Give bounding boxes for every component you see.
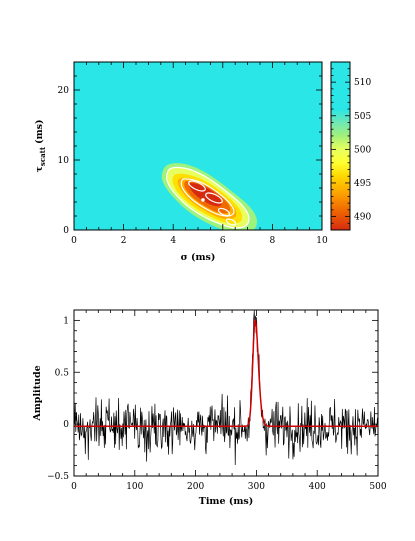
profile-tick-labels: 0 100 200 300 400 500−0.500.51 xyxy=(47,316,387,492)
profile-y-tick-label: 0.5 xyxy=(55,368,70,378)
heatmap-y-tick-label: 0 xyxy=(63,226,69,236)
heatmap-x-tick-label: 8 xyxy=(270,236,276,246)
profile-x-tick-label: 400 xyxy=(309,482,326,492)
heatmap-blob xyxy=(161,163,257,230)
profile-y-tick-label: −0.5 xyxy=(47,472,69,482)
colorbar-frame xyxy=(330,61,351,231)
heatmap-tick-labels: 0 2 4 6 8 10 0 10 20 xyxy=(58,86,328,246)
profile-x-label: Time (ms) xyxy=(199,496,253,507)
profile-x-tick-label: 0 xyxy=(71,482,77,492)
contour-island-4 xyxy=(225,218,237,226)
colorbar-fill xyxy=(331,62,350,230)
heatmap-y-tick-label: 20 xyxy=(58,86,70,96)
heatmap-y-label-unit: (ms) xyxy=(34,119,45,143)
profile-x-tick-label: 500 xyxy=(369,482,386,492)
colorbar-tick-label: 505 xyxy=(354,112,371,122)
profile-y-label: Amplitude xyxy=(32,365,43,421)
contour-island-3 xyxy=(217,207,231,217)
series-noisy-profile xyxy=(74,310,378,466)
heatmap-x-tick-label: 4 xyxy=(170,236,176,246)
contour-line-outer xyxy=(165,166,250,229)
colorbar-tick-label: 495 xyxy=(354,179,371,189)
colorbar-tick-labels: 490 495 500 505 510 xyxy=(354,78,371,222)
series-fit xyxy=(74,318,378,427)
contour-line-mid xyxy=(180,178,235,217)
profile-panel: 0 100 200 300 400 500−0.500.51 Time (ms) Ampl… xyxy=(32,309,387,507)
contour-island-1 xyxy=(188,180,206,192)
profile-ticks xyxy=(73,309,379,477)
heatmap-x-tick-label: 6 xyxy=(220,236,226,246)
profile-frame xyxy=(73,309,379,477)
heatmap-x-label: σ (ms) xyxy=(181,252,216,263)
svg-text:τscatt(ms): τscatt (ms) xyxy=(34,119,47,172)
heatmap-y-label-group: τscatt (ms) xyxy=(34,119,47,172)
heatmap-x-tick-label: 2 xyxy=(121,236,127,246)
colorbar-tick-label: 510 xyxy=(354,78,371,88)
profile-x-tick-label: 200 xyxy=(187,482,204,492)
colorbar-tick-label: 490 xyxy=(354,213,371,223)
heatmap-y-label-sub: scatt xyxy=(38,146,47,166)
colorbar: 490 495 500 505 510 xyxy=(330,61,371,231)
colorbar-ticks xyxy=(331,61,350,231)
heatmap-x-tick-label: 10 xyxy=(316,236,328,246)
profile-y-tick-label: 0 xyxy=(63,420,69,430)
heatmap-y-label: τ xyxy=(34,166,45,172)
profile-x-tick-label: 300 xyxy=(248,482,265,492)
heatmap-y-tick-label: 10 xyxy=(58,156,70,166)
profile-x-tick-label: 100 xyxy=(126,482,143,492)
heatmap-ticks xyxy=(73,61,323,231)
colorbar-tick-label: 500 xyxy=(354,145,371,155)
heatmap-x-tick-label: 0 xyxy=(71,236,77,246)
contour-island-2 xyxy=(205,192,223,204)
profile-y-tick-label: 1 xyxy=(63,316,69,326)
heatmap-panel: 0 2 4 6 8 10 0 10 20 σ (ms) τscatt (ms) xyxy=(34,61,328,263)
minimum-marker xyxy=(201,198,205,202)
